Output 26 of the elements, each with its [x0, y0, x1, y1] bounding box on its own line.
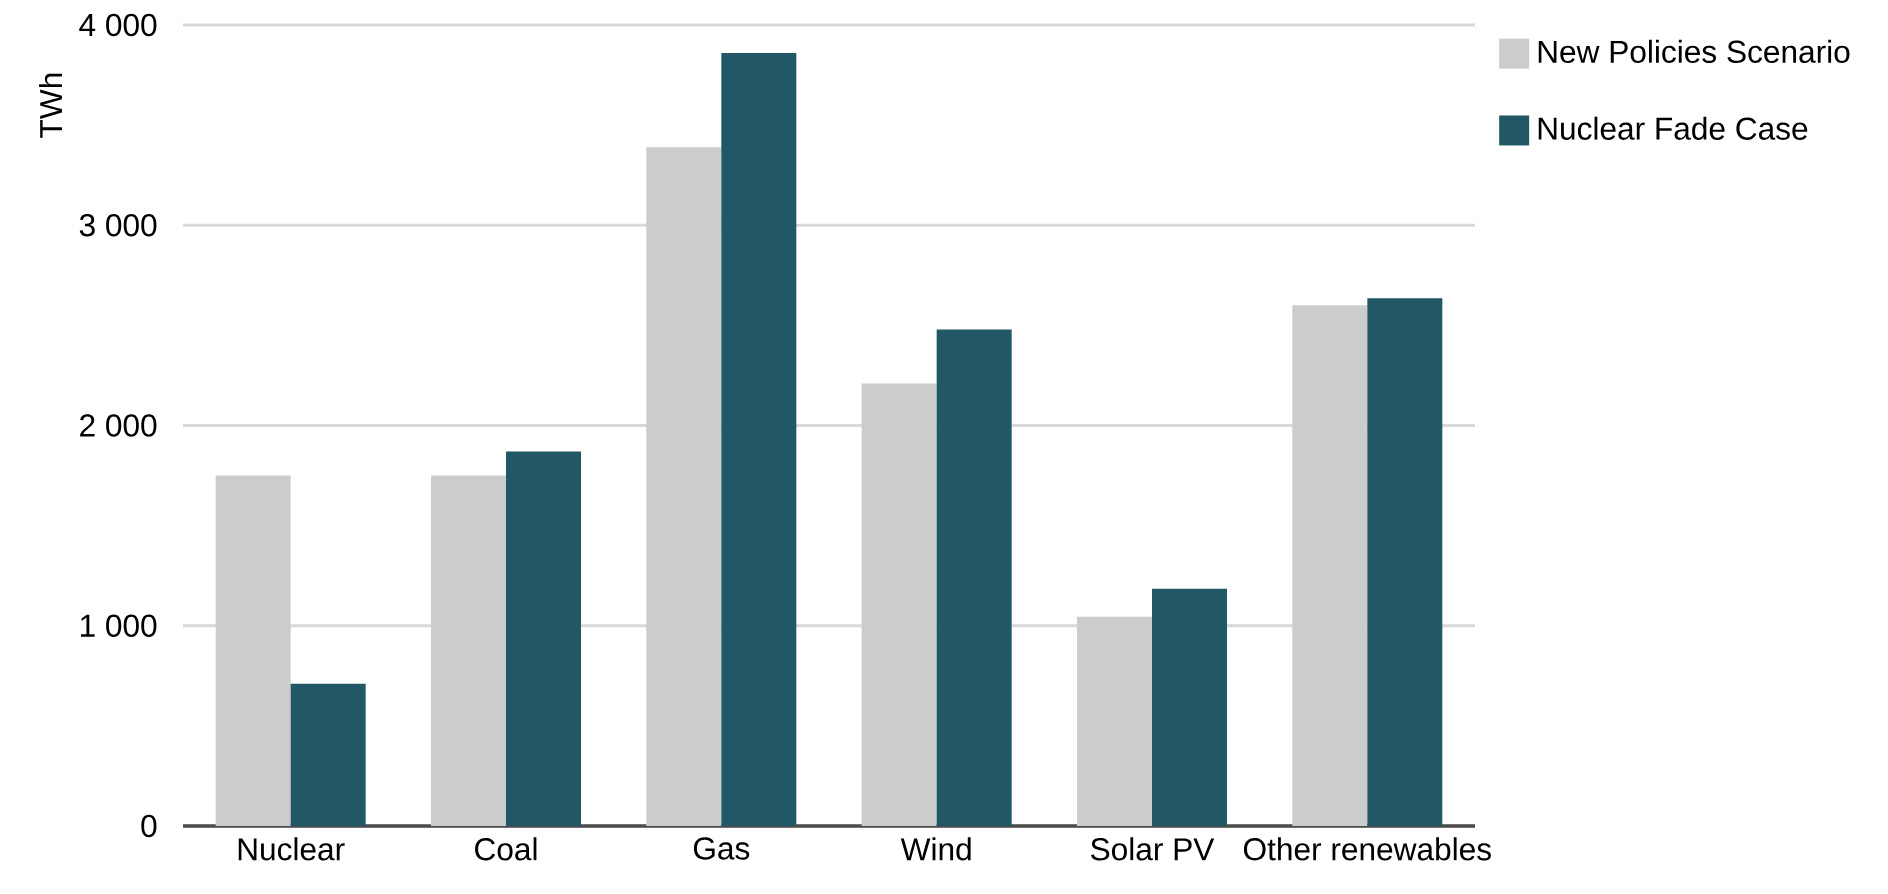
bar — [721, 53, 797, 826]
bar — [1292, 305, 1368, 826]
bar — [936, 329, 1012, 826]
bar — [861, 383, 937, 826]
legend-label: Nuclear Fade Case — [1538, 116, 1808, 140]
x-tick-label: Nuclear — [238, 837, 345, 861]
y-tick-label: 2 000 — [80, 414, 157, 437]
x-tick-label: Wind — [900, 837, 971, 861]
x-tick-label: Solar PV — [1091, 837, 1215, 861]
y-tick-label: 0 — [141, 814, 157, 838]
x-tick-label: Gas — [693, 837, 750, 860]
bar — [1152, 588, 1227, 826]
bar — [290, 683, 366, 826]
y-tick-label: 3 000 — [79, 214, 157, 237]
bar — [1367, 298, 1443, 826]
y-axis-title: TWh — [39, 73, 62, 138]
y-tick-label: 1 000 — [80, 614, 157, 637]
bar — [431, 475, 507, 826]
bar — [215, 475, 291, 826]
bar — [646, 147, 722, 826]
bar — [1076, 616, 1152, 826]
x-tick-label: Other renewables — [1243, 837, 1491, 861]
bar — [506, 451, 581, 826]
x-tick-label: Coal — [475, 837, 537, 861]
y-tick-label: 4 000 — [79, 13, 157, 37]
legend-label: New Policies Scenario — [1538, 39, 1850, 64]
